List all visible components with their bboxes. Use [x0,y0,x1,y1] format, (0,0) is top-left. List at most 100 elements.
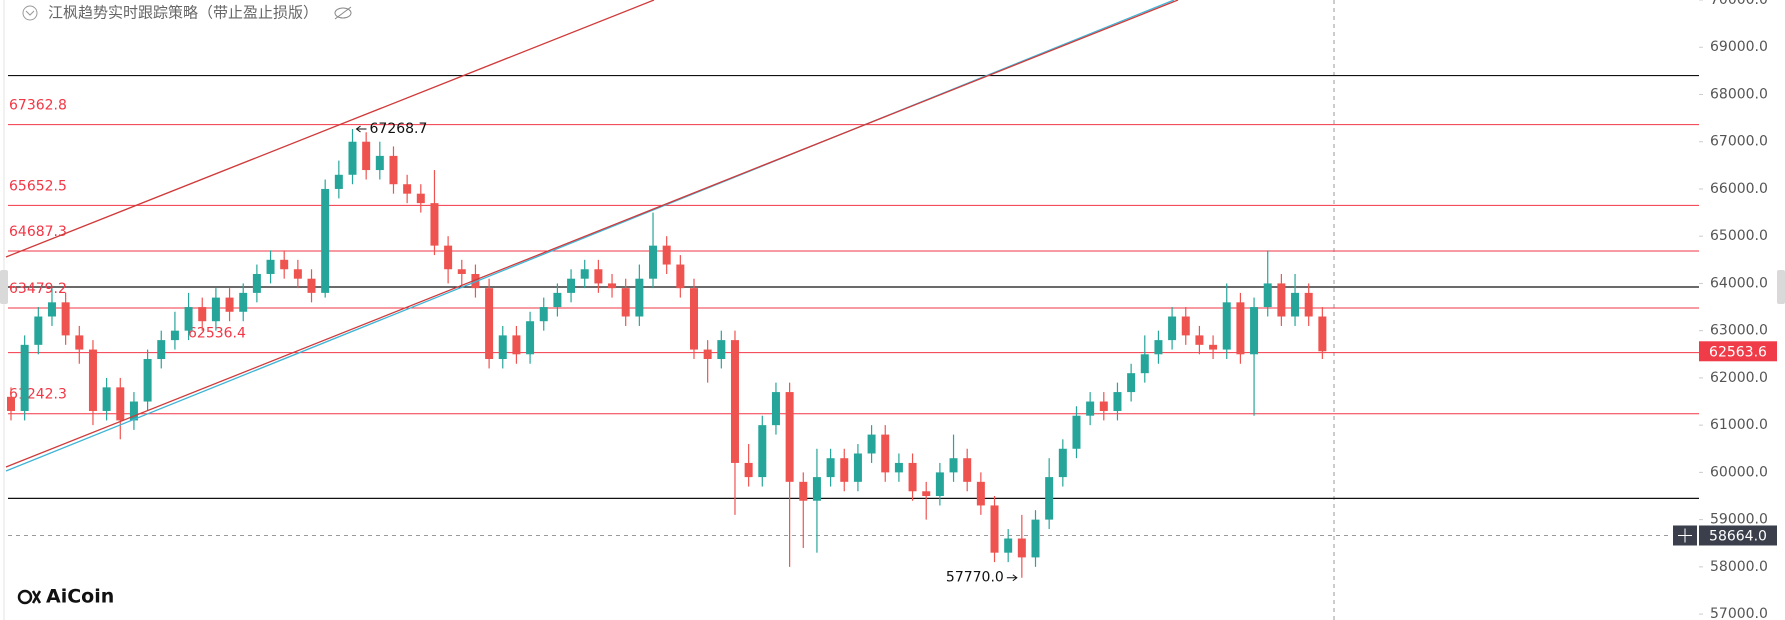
candle-body [403,184,412,194]
candle-body [116,387,125,421]
collapse-icon-arrow [25,10,35,16]
brand-logo: AiCoin [17,586,114,608]
candle-body [771,392,780,426]
crosshair-label: 58664.0 [1709,528,1767,544]
plus-icon [1678,528,1692,543]
collapse-icon[interactable] [22,5,38,21]
candle-body [730,340,739,463]
candle-body [1291,292,1300,317]
candle-body [485,288,494,360]
candle-body [1004,538,1013,553]
candle-body [676,264,685,289]
candle-body [1127,373,1136,393]
candle-body [1236,302,1245,355]
candle-body [1181,316,1190,336]
candle-body [416,193,425,204]
level-label: 63479.2 [9,281,67,297]
candle-body [690,288,698,350]
candle-body [526,321,535,355]
candle-body [1113,392,1122,411]
crosshair-badge [1699,525,1777,546]
candle-body [157,340,166,360]
candle-body [799,481,808,501]
left-handle[interactable] [0,270,8,304]
candle-body [1154,340,1163,355]
candle-body [280,259,289,270]
candle-body [785,392,794,482]
candle-body [512,335,521,355]
hide-icon[interactable] [334,6,352,20]
candle-body [293,269,302,279]
right-handle[interactable] [1777,270,1785,304]
arrow [355,125,367,133]
candle-body [976,481,985,506]
candle-body [75,335,84,350]
candle-body [922,491,931,496]
candle-body [635,278,644,317]
trend-line [5,0,1179,468]
candle-body [1017,538,1026,558]
candle-body [894,462,903,473]
candle-body [61,302,70,336]
candle-body [840,458,849,482]
candle-body [908,462,917,492]
candle-body [1263,283,1272,308]
candle-body [1277,283,1286,317]
candle-body [881,434,890,473]
level-label: 61242.3 [9,387,67,403]
candle-body [1304,292,1313,317]
candle-body [826,458,835,478]
logo-mark [17,589,33,605]
level-label: 64687.3 [9,224,67,240]
candle-body [867,434,876,454]
candle-body [211,297,220,322]
candle-body [662,245,671,265]
candle-body [321,188,330,293]
candle-body [553,292,562,308]
candle-body [703,349,712,360]
candle-body [1058,448,1067,478]
y-tick-label: 65000.0 [1710,228,1768,244]
level-label: 67362.8 [9,98,67,114]
candle-body [594,269,603,284]
candle-body [539,307,548,322]
candle-body [812,477,821,501]
candle-body [444,245,453,270]
candle-body [198,307,207,322]
candle-body [1318,316,1327,352]
y-tick-label: 57000.0 [1710,606,1768,620]
candle-body [963,458,972,482]
candle-body [184,307,193,331]
y-tick-label: 59000.0 [1710,512,1768,528]
candle-body [1209,344,1218,350]
arrow [1006,574,1018,582]
candle-body [389,155,398,185]
marks: 67362.8 65652.5 64687.3 63479.2 62536.4 61242… [7,0,1703,615]
candle-body [1099,401,1108,411]
candle-body [7,396,15,411]
y-tick-label: 64000.0 [1710,275,1768,291]
candle-body [935,472,944,496]
y-tick-label: 62000.0 [1710,370,1768,386]
candle-body [457,269,466,274]
candle-body [717,340,726,360]
candle-body [307,278,316,293]
candle-body [334,174,343,189]
candle-body [348,141,357,175]
candle-body [949,458,958,473]
candle-body [758,425,767,478]
candle-body [34,316,43,345]
candle-body [1195,335,1204,345]
candle-body [1250,307,1259,355]
candle-body [853,453,862,482]
candle-body [252,273,261,293]
brand-name: AiCoin [46,586,114,608]
indicator-title: 江枫趋势实时跟踪策略（带止盈止损版） [48,4,318,22]
candle-body [1045,477,1054,520]
candle-body [143,359,152,402]
candle-body [621,288,630,317]
y-tick-label: 70000.0 [1710,0,1768,8]
trend-line [5,0,655,258]
